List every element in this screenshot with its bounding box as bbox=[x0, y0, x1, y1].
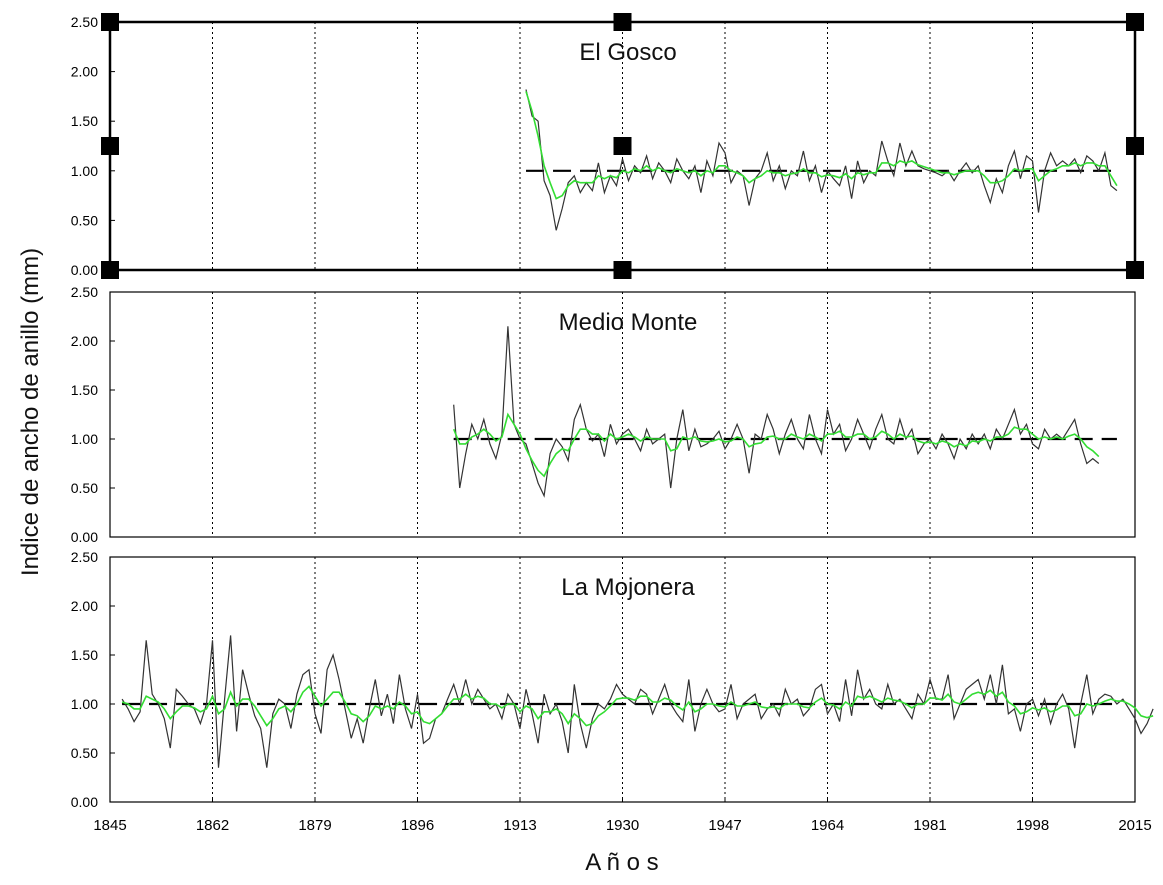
panel-title: El Gosco bbox=[579, 39, 676, 66]
panel-el-gosco: 0.00 0.50 1.00 1.50 2.00 2.50 El Gosco bbox=[71, 13, 1144, 279]
selection-handle[interactable] bbox=[101, 13, 119, 31]
x-tick-label: 1964 bbox=[811, 817, 844, 834]
y-tick-label: 2.50 bbox=[71, 549, 98, 565]
x-tick-label: 1862 bbox=[196, 817, 229, 834]
x-axis-label: A ñ o s bbox=[585, 849, 658, 876]
selection-handle[interactable] bbox=[1126, 13, 1144, 31]
x-tick-label: 1879 bbox=[298, 817, 331, 834]
y-tick-label: 1.00 bbox=[71, 163, 98, 179]
panel-title: Medio Monte bbox=[559, 309, 698, 336]
index-series-line bbox=[525, 89, 1118, 231]
y-tick-label: 2.50 bbox=[71, 14, 98, 30]
y-tick-label: 2.00 bbox=[71, 64, 98, 80]
selection-handle[interactable] bbox=[1126, 137, 1144, 155]
y-tick-label: 1.50 bbox=[71, 113, 98, 129]
selection-handle[interactable] bbox=[1126, 261, 1144, 279]
index-series-line bbox=[453, 326, 1100, 498]
selection-handle[interactable] bbox=[613, 261, 632, 279]
x-tick-label: 1913 bbox=[503, 817, 536, 834]
y-tick-label: 2.50 bbox=[71, 284, 98, 300]
x-tick-label: 2015 bbox=[1118, 817, 1151, 834]
selection-handle[interactable] bbox=[613, 137, 632, 155]
x-tick-label: 1930 bbox=[606, 817, 639, 834]
y-tick-label: 0.00 bbox=[71, 529, 98, 545]
x-tick-label: 1845 bbox=[93, 817, 126, 834]
y-tick-label: 1.00 bbox=[71, 431, 98, 447]
y-tick-label: 2.00 bbox=[71, 598, 98, 614]
selection-handle[interactable] bbox=[613, 13, 632, 31]
smoothed-series-line bbox=[525, 91, 1118, 200]
panel-la-mojonera: 0.00 0.50 1.00 1.50 2.00 2.50 La Mojonera bbox=[71, 549, 1154, 810]
panel-medio-monte: 0.00 0.50 1.00 1.50 2.00 2.50 Medio Monte bbox=[71, 284, 1136, 545]
index-series-line bbox=[121, 635, 1154, 768]
x-tick-label: 1947 bbox=[708, 817, 741, 834]
y-tick-label: 0.50 bbox=[71, 480, 98, 496]
smoothed-series-line bbox=[452, 412, 1100, 478]
x-tick-label: 1998 bbox=[1016, 817, 1049, 834]
panel-title: La Mojonera bbox=[561, 574, 695, 601]
selection-handle[interactable] bbox=[101, 261, 119, 279]
y-tick-label: 1.00 bbox=[71, 696, 98, 712]
y-tick-label: 0.00 bbox=[71, 262, 98, 278]
y-tick-label: 1.50 bbox=[71, 382, 98, 398]
y-tick-label: 1.50 bbox=[71, 647, 98, 663]
y-axis-label: Indice de ancho de anillo (mm) bbox=[17, 248, 44, 576]
y-tick-label: 2.00 bbox=[71, 333, 98, 349]
selection-handle[interactable] bbox=[101, 137, 119, 155]
y-tick-label: 0.50 bbox=[71, 745, 98, 761]
x-tick-label: 1981 bbox=[913, 817, 946, 834]
smoothed-series-line bbox=[121, 685, 1154, 727]
x-tick-label: 1896 bbox=[401, 817, 434, 834]
y-tick-label: 0.00 bbox=[71, 794, 98, 810]
y-tick-label: 0.50 bbox=[71, 212, 98, 228]
